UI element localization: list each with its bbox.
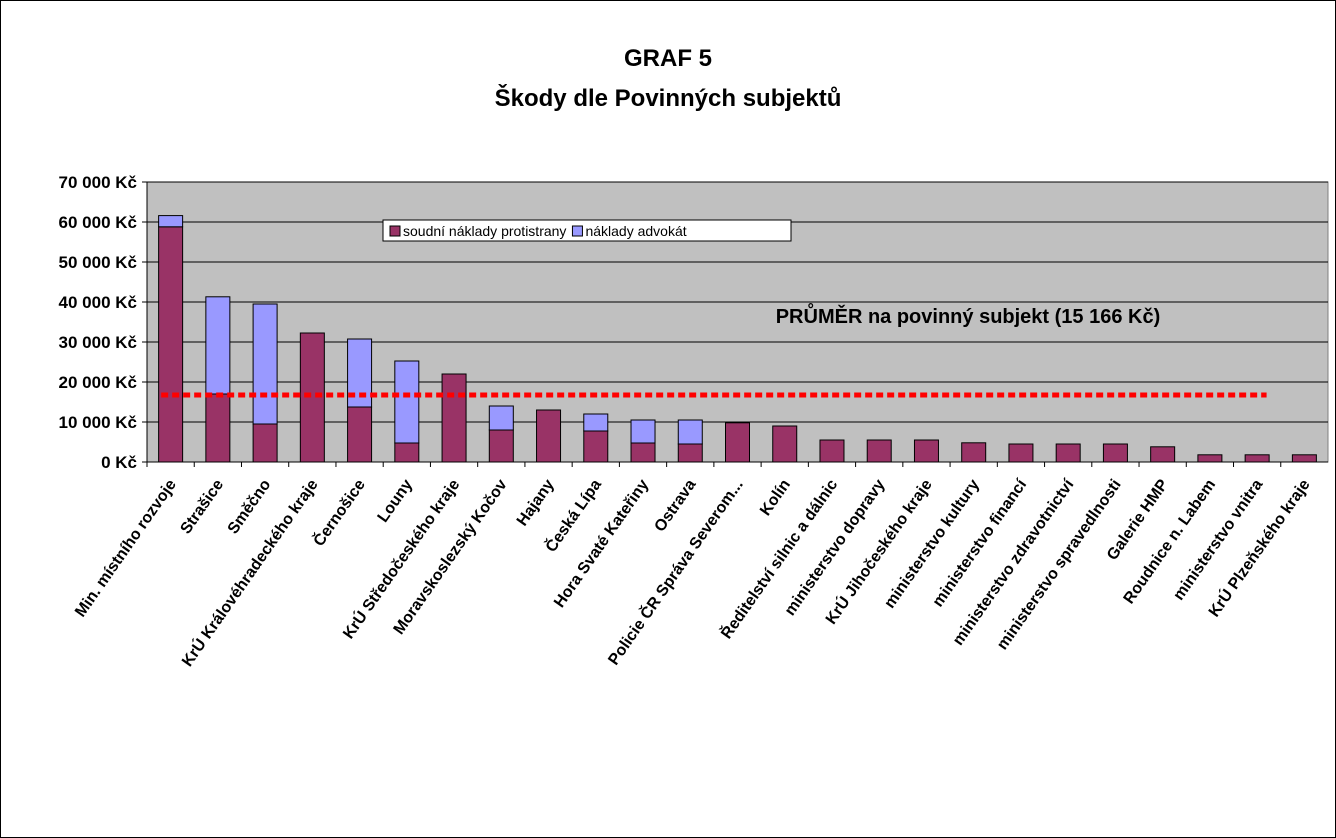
bar-segment — [252, 423, 278, 463]
bar-segment — [630, 442, 656, 463]
y-tick-label: 40 000 Kč — [59, 293, 137, 312]
bar-segment — [488, 405, 514, 431]
legend-label: soudní náklady protistrany — [403, 223, 566, 239]
legend-swatch — [389, 225, 401, 237]
bar-segment — [158, 226, 184, 463]
bar-segment — [1055, 443, 1081, 463]
y-tick-label: 20 000 Kč — [59, 373, 137, 392]
legend-label: náklady advokát — [585, 223, 686, 239]
bar-segment — [913, 439, 939, 463]
y-tick-label: 10 000 Kč — [59, 413, 137, 432]
bar-segment — [725, 422, 750, 463]
chart-subtitle: Škody dle Povinných subjektů — [495, 84, 842, 112]
chart-title: GRAF 5 — [624, 45, 712, 72]
bar-segment — [961, 442, 987, 463]
bar-segment — [1244, 454, 1270, 463]
annotation: PRŮMĚR na povinný subjekt (15 166 Kč) — [776, 302, 1161, 328]
bar-segment — [441, 373, 467, 463]
bar-segment — [1197, 454, 1223, 463]
bar-segment — [1008, 443, 1034, 463]
y-tick-label: 60 000 Kč — [59, 213, 137, 232]
bar-segment — [866, 439, 892, 463]
y-tick-label: 30 000 Kč — [59, 333, 137, 352]
bar-segment — [630, 419, 656, 444]
legend-box — [382, 219, 792, 242]
bar-segment — [252, 303, 278, 425]
bar-segment — [394, 360, 420, 444]
bar-segment — [158, 215, 184, 228]
bar-segment — [677, 419, 703, 445]
bar-segment — [772, 425, 798, 463]
y-tick-label: 70 000 Kč — [59, 173, 137, 192]
bar-segment — [536, 409, 562, 463]
bar-segment — [677, 443, 703, 463]
bar-segment — [1150, 446, 1176, 463]
legend-swatch — [571, 225, 583, 237]
bar-segment — [394, 442, 420, 463]
bar-segment — [1291, 454, 1317, 463]
bar-segment — [583, 430, 609, 463]
bar-segment — [205, 393, 231, 463]
y-tick-label: 0 Kč — [101, 453, 137, 472]
bar-segment — [205, 296, 231, 395]
bar-segment — [488, 429, 514, 463]
y-tick-label: 50 000 Kč — [59, 253, 137, 272]
bar-segment — [819, 439, 845, 463]
bar-segment — [583, 413, 609, 432]
bar-segment — [1102, 443, 1128, 463]
bar-segment — [347, 406, 373, 463]
